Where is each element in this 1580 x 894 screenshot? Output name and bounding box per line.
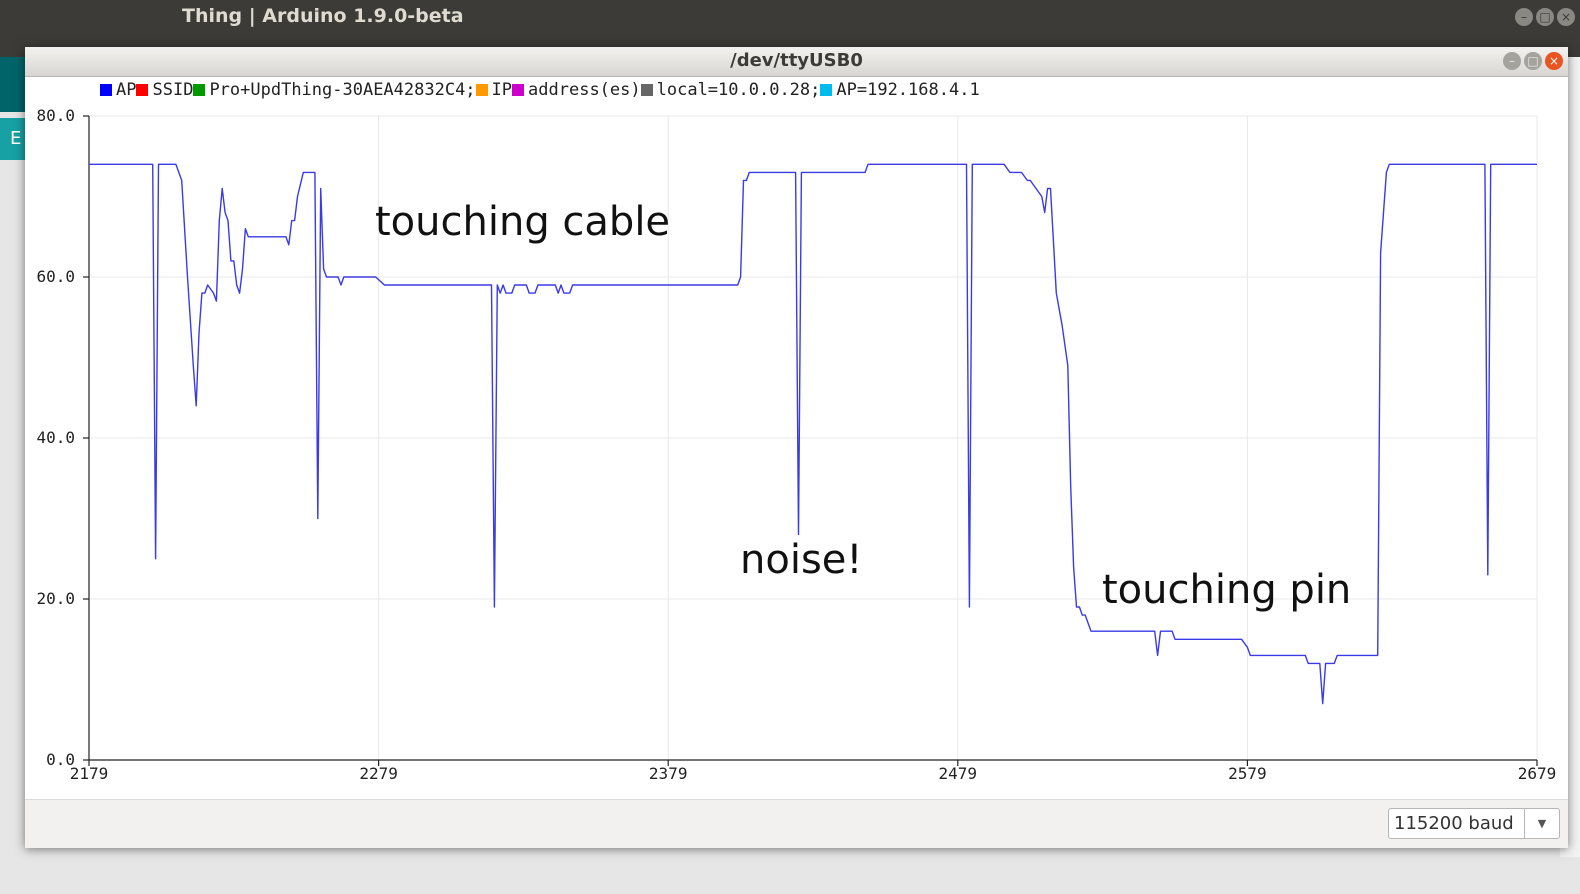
legend-label: address(es)	[528, 80, 641, 100]
x-tick-label: 2579	[1228, 764, 1267, 783]
legend-item: AP=192.168.4.1	[820, 80, 980, 100]
x-tick-label: 2279	[359, 764, 398, 783]
plotter-maximize-button[interactable]: □	[1524, 52, 1542, 70]
legend-item: IP	[475, 80, 513, 100]
ide-close-button[interactable]: ×	[1557, 8, 1575, 26]
legend-item: Pro+UpdThing-30AEA42832C4;	[193, 80, 476, 100]
annotation-touching-cable: touching cable	[375, 199, 670, 245]
legend-swatch	[100, 84, 112, 96]
legend-label: SSID	[152, 80, 194, 100]
series-lines	[89, 163, 1537, 705]
chevron-down-icon[interactable]: ▼	[1524, 809, 1559, 838]
legend-item: AP	[100, 80, 136, 100]
legend-swatch	[640, 84, 653, 96]
legend-item: local=10.0.0.28;	[640, 80, 821, 100]
x-tick-label: 2379	[649, 764, 688, 783]
series-line-ap	[89, 163, 1537, 705]
x-tick-label: 2479	[939, 764, 978, 783]
legend-swatch	[820, 84, 833, 96]
legend-swatch	[193, 84, 206, 96]
baud-rate-value: 115200 baud	[1394, 813, 1514, 834]
ide-minimize-button[interactable]: –	[1515, 8, 1533, 26]
y-tick-label: 80.0	[36, 106, 75, 125]
x-tick-label: 2679	[1518, 764, 1557, 783]
legend-label: Pro+UpdThing-30AEA42832C4;	[209, 80, 476, 100]
annotations: touching cable noise! touching pin	[375, 199, 1351, 613]
plot-canvas: 0.0 20.0 40.0 60.0 80.0 2179 2279 2379 2479 2579 2…	[36, 106, 1556, 783]
legend-swatch	[136, 84, 149, 96]
legend-swatch	[475, 84, 488, 96]
plotter-window-title: /dev/ttyUSB0	[730, 50, 863, 71]
ide-maximize-button[interactable]: □	[1536, 8, 1554, 26]
legend-item: SSID	[136, 80, 193, 100]
plotter-minimize-button[interactable]: –	[1503, 52, 1521, 70]
plotter-bottom-bar: 115200 baud ▼	[25, 799, 1568, 848]
serial-plotter-window: /dev/ttyUSB0 – □ × 0.0 20.0 40.0 60.0 80.0 21…	[25, 47, 1568, 848]
y-tick-label: 20.0	[36, 589, 75, 608]
legend-label: AP=192.168.4.1	[836, 80, 980, 100]
legend-label: local=10.0.0.28;	[656, 80, 821, 100]
axes: 0.0 20.0 40.0 60.0 80.0 2179 2279 2379 2479 2579 2…	[36, 106, 1556, 783]
y-tick-label: 60.0	[36, 267, 75, 286]
plotter-close-button[interactable]: ×	[1545, 52, 1563, 70]
legend-label: AP	[116, 80, 137, 100]
x-tick-label: 2179	[70, 764, 109, 783]
plotter-titlebar[interactable]: /dev/ttyUSB0 – □ ×	[25, 47, 1568, 77]
legend-label: IP	[491, 80, 513, 100]
ide-editor-tab[interactable]: E	[0, 118, 28, 160]
legend-item: address(es)	[512, 80, 641, 100]
y-tick-label: 0.0	[46, 750, 75, 769]
annotation-noise: noise!	[740, 537, 862, 583]
ide-window-title: Thing | Arduino 1.9.0-beta	[182, 5, 464, 27]
y-tick-label: 40.0	[36, 428, 75, 447]
legend-swatch	[512, 84, 525, 96]
baud-rate-select[interactable]: 115200 baud ▼	[1388, 808, 1560, 839]
ide-toolbar-strip	[0, 57, 28, 112]
plot-legend: AP SSID Pro+UpdThing-30AEA42832C4; IP addres…	[100, 80, 980, 104]
annotation-touching-pin: touching pin	[1102, 567, 1351, 613]
